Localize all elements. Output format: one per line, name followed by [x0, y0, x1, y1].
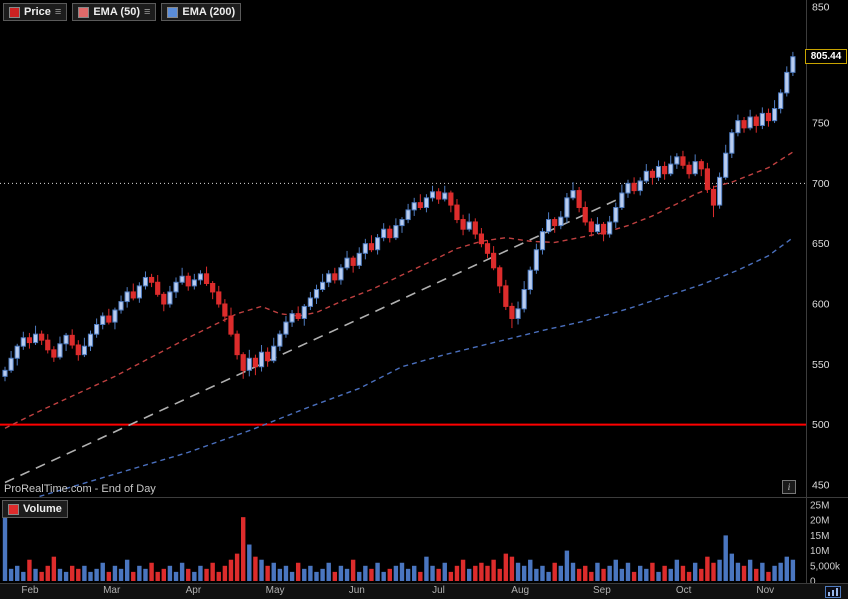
- volume-axis[interactable]: 25M 20M 15M 10M 5,000k 0: [810, 501, 841, 588]
- month-label-jul: Jul: [432, 585, 445, 596]
- legend-item-ema-200[interactable]: EMA (200): [161, 3, 242, 21]
- price-axis[interactable]: 850 750 700 650 600 550 500 450: [812, 2, 830, 492]
- price-chart-canvas[interactable]: 850 750 700 650 600 550 500 450: [0, 0, 848, 508]
- ema200-line: [4, 237, 794, 508]
- volume-bars: [2, 511, 796, 581]
- volume-tick-15M: 15M: [810, 531, 829, 542]
- month-label-sep: Sep: [592, 585, 611, 596]
- legend-menu-icon[interactable]: ≡: [144, 6, 151, 18]
- volume-label: Volume: [23, 503, 62, 515]
- volume-pane[interactable]: 25M 20M 15M 10M 5,000k 0 Volume: [0, 498, 848, 588]
- month-label-aug: Aug: [511, 585, 530, 596]
- legend-label: EMA (200): [182, 6, 236, 18]
- price-tick-500: 500: [812, 419, 830, 431]
- price-tick-850: 850: [812, 2, 830, 14]
- volume-tick-25M: 25M: [810, 501, 829, 512]
- month-label-oct: Oct: [675, 585, 692, 596]
- volume-tick-5,000k: 5,000k: [810, 561, 841, 572]
- price-tick-700: 700: [812, 178, 830, 190]
- volume-tick-0: 0: [810, 577, 816, 584]
- month-label-mar: Mar: [103, 585, 121, 596]
- date-axis: Feb Mar Apr May Jun Jul Aug Sep Oct Nov: [0, 584, 848, 599]
- legend-label: Price: [24, 6, 51, 18]
- legend-item-price[interactable]: Price ≡: [3, 3, 68, 21]
- mini-chart-icon[interactable]: [825, 585, 841, 598]
- price-tick-550: 550: [812, 359, 830, 371]
- volume-tick-10M: 10M: [810, 546, 829, 557]
- legend-swatch: [78, 6, 90, 18]
- month-label-apr: Apr: [185, 585, 202, 596]
- legend-menu-icon[interactable]: ≡: [54, 6, 62, 18]
- month-label-nov: Nov: [756, 585, 775, 596]
- legend-label: EMA (50): [93, 6, 140, 18]
- volume-chart-canvas[interactable]: 25M 20M 15M 10M 5,000k 0: [0, 498, 848, 588]
- candlestick-series: [2, 51, 796, 382]
- trendline[interactable]: [4, 199, 617, 484]
- price-tick-600: 600: [812, 298, 830, 310]
- price-tick-750: 750: [812, 118, 830, 130]
- volume-swatch: [8, 503, 19, 515]
- price-tick-450: 450: [812, 479, 830, 491]
- price-pane[interactable]: 850 750 700 650 600 550 500 450 Price ≡ EMA (50) ≡…: [0, 0, 848, 508]
- price-tick-650: 650: [812, 238, 830, 250]
- ema50-line: [4, 151, 794, 429]
- legend-item-ema-50[interactable]: EMA (50) ≡: [72, 3, 157, 21]
- volume-tick-20M: 20M: [810, 516, 829, 527]
- watermark: ProRealTime.com - End of Day: [4, 483, 156, 495]
- info-icon[interactable]: i: [782, 480, 796, 494]
- volume-legend[interactable]: Volume: [2, 500, 68, 518]
- last-price-badge: 805.44: [805, 49, 847, 65]
- month-label-may: May: [265, 585, 285, 596]
- legend: Price ≡ EMA (50) ≡ EMA (200): [3, 3, 242, 21]
- month-label-feb: Feb: [21, 585, 39, 596]
- month-label-jun: Jun: [348, 585, 365, 596]
- legend-swatch: [167, 6, 179, 18]
- legend-swatch: [9, 6, 20, 18]
